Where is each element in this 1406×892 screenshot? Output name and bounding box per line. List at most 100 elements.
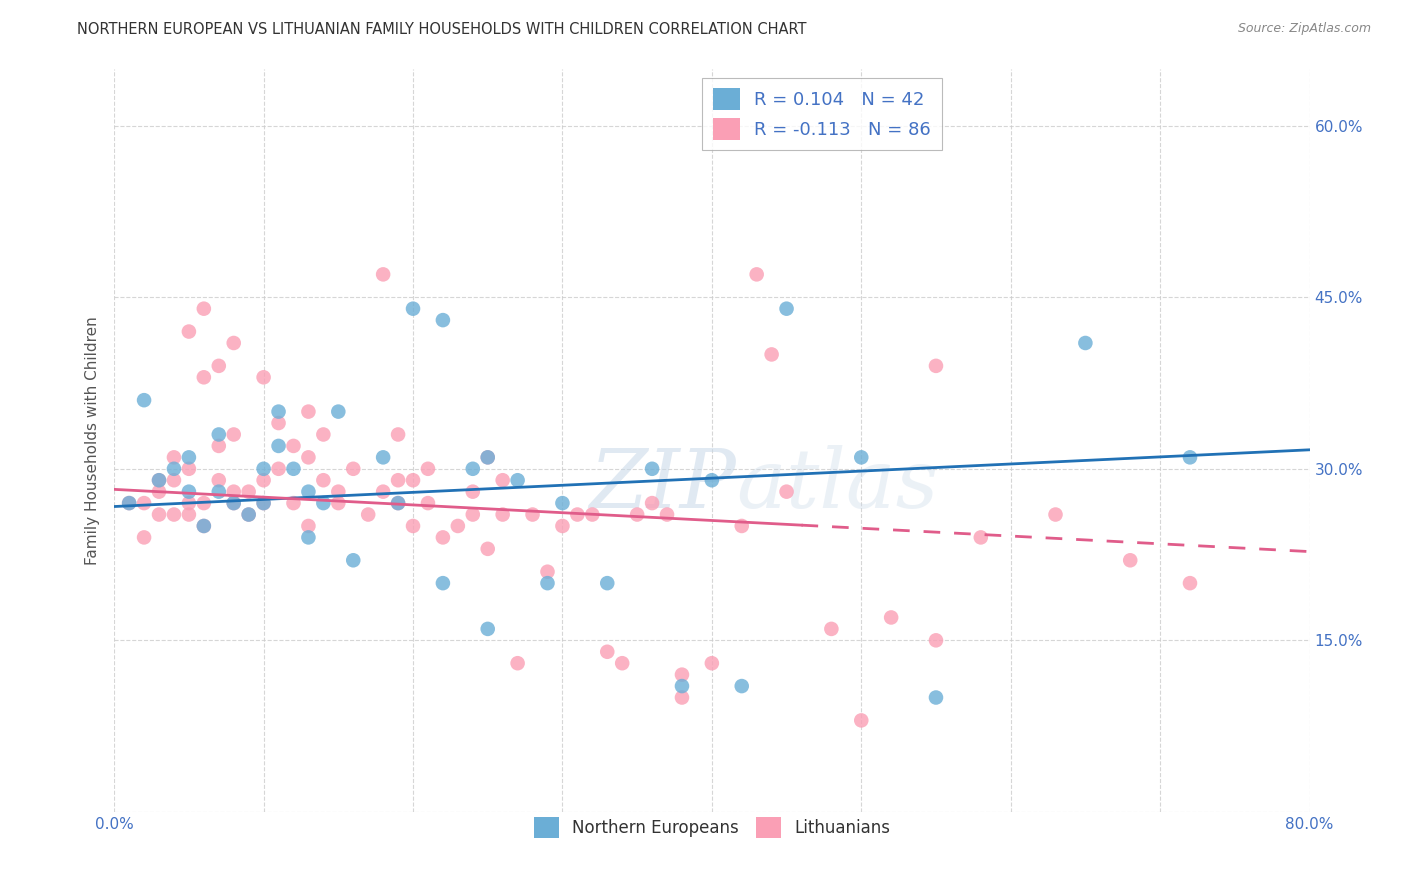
Point [1074,336,1097,351]
Point [596,645,619,659]
Point [745,268,768,282]
Point [447,519,470,533]
Point [567,508,589,522]
Point [506,657,529,671]
Point [402,301,425,316]
Point [283,439,305,453]
Point [208,473,231,487]
Point [328,484,350,499]
Point [132,496,155,510]
Point [477,622,499,636]
Point [132,530,155,544]
Point [492,473,515,487]
Point [1178,576,1201,591]
Point [700,473,723,487]
Point [506,473,529,487]
Point [222,496,245,510]
Point [177,450,200,465]
Point [925,690,948,705]
Point [297,404,319,418]
Point [238,508,260,522]
Point [222,484,245,499]
Point [297,484,319,499]
Text: NORTHERN EUROPEAN VS LITHUANIAN FAMILY HOUSEHOLDS WITH CHILDREN CORRELATION CHAR: NORTHERN EUROPEAN VS LITHUANIAN FAMILY H… [77,22,807,37]
Point [477,450,499,465]
Point [193,370,215,384]
Point [536,565,558,579]
Point [283,462,305,476]
Point [402,519,425,533]
Point [880,610,903,624]
Point [238,484,260,499]
Point [297,519,319,533]
Point [492,508,515,522]
Point [252,473,274,487]
Point [148,508,170,522]
Point [148,473,170,487]
Point [342,462,364,476]
Point [342,553,364,567]
Point [387,496,409,510]
Point [581,508,603,522]
Point [132,393,155,408]
Point [177,325,200,339]
Point [148,484,170,499]
Point [252,496,274,510]
Point [387,496,409,510]
Point [252,462,274,476]
Point [208,484,231,499]
Point [851,450,873,465]
Point [312,496,335,510]
Point [551,519,574,533]
Point [312,473,335,487]
Point [297,530,319,544]
Point [416,462,439,476]
Point [118,496,141,510]
Point [252,370,274,384]
Point [775,301,797,316]
Point [267,462,290,476]
Point [1119,553,1142,567]
Point [432,530,454,544]
Point [522,508,544,522]
Point [416,496,439,510]
Point [761,347,783,361]
Point [432,313,454,327]
Point [1178,450,1201,465]
Text: ZIP: ZIP [589,445,735,524]
Point [163,450,186,465]
Point [177,508,200,522]
Point [373,450,395,465]
Point [671,667,693,681]
Point [596,576,619,591]
Point [222,496,245,510]
Point [193,519,215,533]
Point [461,484,484,499]
Point [641,496,664,510]
Legend: Northern Europeans, Lithuanians: Northern Europeans, Lithuanians [527,811,897,845]
Point [655,508,678,522]
Point [820,622,842,636]
Point [1045,508,1067,522]
Point [193,301,215,316]
Point [163,508,186,522]
Point [177,484,200,499]
Point [312,427,335,442]
Point [238,508,260,522]
Point [970,530,993,544]
Point [461,462,484,476]
Point [626,508,648,522]
Point [267,416,290,430]
Point [432,576,454,591]
Point [387,473,409,487]
Point [208,359,231,373]
Point [193,519,215,533]
Point [177,496,200,510]
Point [177,462,200,476]
Point [671,679,693,693]
Point [925,633,948,648]
Point [193,496,215,510]
Point [477,541,499,556]
Point [373,268,395,282]
Point [267,439,290,453]
